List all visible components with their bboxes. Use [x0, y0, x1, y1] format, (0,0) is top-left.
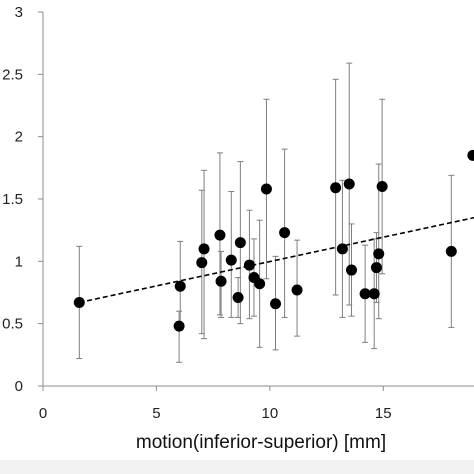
- data-point: [225, 254, 237, 266]
- y-tick-label: 0: [15, 378, 23, 395]
- data-point: [174, 280, 186, 292]
- data-point: [234, 237, 246, 249]
- y-tick-label: 1.5: [2, 191, 23, 208]
- data-point: [173, 320, 185, 332]
- x-tick-label: 10: [261, 405, 278, 422]
- x-tick-label: 15: [375, 405, 392, 422]
- x-tick-label: 0: [39, 405, 47, 422]
- data-point: [243, 259, 255, 271]
- error-bars: [76, 62, 455, 363]
- data-point: [373, 248, 385, 260]
- y-tick-label: 0.5: [2, 316, 23, 333]
- data-point: [343, 178, 355, 190]
- y-tick-label: 2: [15, 129, 23, 146]
- data-point: [196, 257, 208, 269]
- footer-band: [0, 460, 474, 474]
- data-point: [291, 284, 303, 296]
- data-point: [359, 288, 371, 300]
- data-point: [279, 227, 291, 239]
- axes: [38, 11, 474, 391]
- data-point: [376, 181, 388, 193]
- y-tick-label: 1: [15, 253, 23, 270]
- x-axis-title: motion(inferior-superior) [mm]: [136, 432, 386, 453]
- trendline: [79, 216, 474, 304]
- data-point: [336, 243, 348, 255]
- data-point: [215, 275, 227, 287]
- y-tick-label: 3: [15, 4, 23, 21]
- data-point: [214, 229, 226, 241]
- data-point: [330, 182, 342, 194]
- y-tick-labels: 0 0.5 1 1.5 2 2.5 3: [2, 4, 23, 395]
- x-tick-labels: 0 5 10 15: [39, 405, 392, 422]
- data-point: [232, 291, 244, 303]
- data-points: [73, 149, 474, 332]
- data-point: [73, 296, 85, 308]
- data-point: [198, 243, 210, 255]
- data-point: [270, 298, 282, 310]
- x-tick-label: 5: [152, 405, 160, 422]
- data-point: [346, 264, 358, 276]
- data-point: [368, 288, 380, 300]
- data-point: [260, 183, 272, 195]
- data-point: [370, 262, 382, 274]
- trendline-layer: [79, 216, 474, 304]
- y-tick-label: 2.5: [2, 66, 23, 83]
- data-point: [467, 149, 474, 161]
- data-point: [254, 278, 266, 290]
- data-point: [445, 245, 457, 257]
